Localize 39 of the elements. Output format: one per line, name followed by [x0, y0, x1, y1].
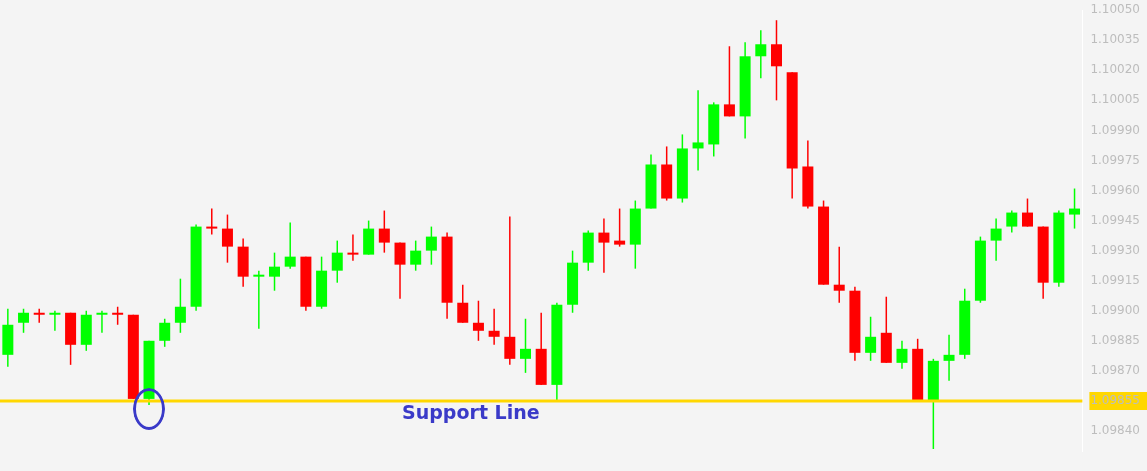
candlestick [755, 29, 767, 80]
candlestick [504, 215, 516, 366]
candlestick [457, 283, 469, 324]
candlestick [770, 19, 782, 102]
candlestick [723, 45, 735, 118]
candlestick [833, 245, 845, 304]
candlestick [331, 239, 343, 284]
candlestick [1069, 187, 1081, 230]
candlestick [1021, 197, 1033, 228]
candlestick [96, 310, 108, 334]
candlestick [378, 209, 390, 254]
candlestick [425, 225, 437, 266]
candlestick [269, 251, 281, 292]
candlestick [1006, 209, 1018, 234]
candlestick [488, 307, 500, 346]
candlestick [410, 239, 422, 272]
candlestick [990, 217, 1002, 262]
candlestick [159, 318, 171, 348]
ref-line-label: Support Line [402, 401, 540, 424]
candlestick [598, 217, 610, 274]
candlestick [206, 207, 218, 236]
candlestick [692, 89, 704, 172]
candlestick [472, 299, 484, 342]
candlestick [865, 316, 877, 362]
candlestick [394, 241, 406, 300]
candlestick [174, 277, 186, 334]
candlestick [253, 269, 265, 330]
candlestick [284, 221, 296, 270]
candlestick [943, 334, 955, 382]
candlestick [49, 310, 61, 332]
candlestick [520, 318, 531, 374]
candlestick [112, 305, 124, 326]
y-tick-label: 1.09855 [1090, 393, 1140, 408]
candlestick [33, 307, 45, 324]
candlestick [221, 213, 233, 264]
candlestick [614, 207, 626, 248]
candlestick [18, 307, 30, 334]
candlestick [347, 233, 359, 262]
candlestick [896, 340, 908, 370]
